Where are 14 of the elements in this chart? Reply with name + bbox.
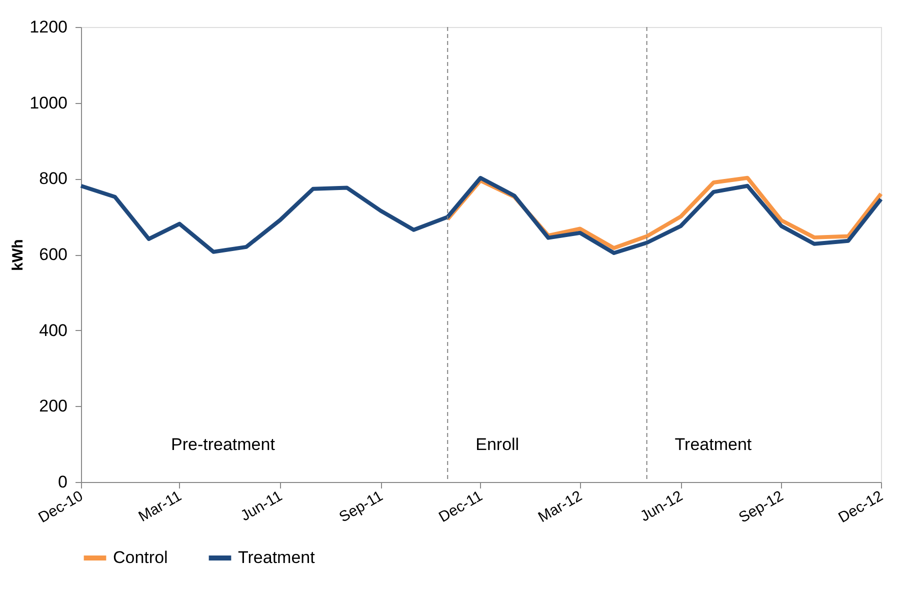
y-tick-label: 0: [58, 472, 68, 492]
y-tick-label: 600: [39, 245, 68, 264]
legend-label: Control: [113, 548, 168, 567]
annotation: Treatment: [674, 435, 752, 454]
y-tick-label: 400: [39, 320, 68, 340]
y-tick-label: 200: [39, 396, 68, 416]
line-series: [79, 176, 883, 255]
annotation: Pre-treatment: [171, 435, 276, 454]
y-tick-label: 1200: [30, 18, 68, 36]
y-tick-label: 800: [39, 169, 68, 188]
annotation: Enroll: [476, 435, 520, 454]
y-tick-label: 1000: [30, 93, 68, 112]
y-axis-title: kWh: [10, 239, 27, 271]
legend-label: Treatment: [238, 548, 316, 567]
